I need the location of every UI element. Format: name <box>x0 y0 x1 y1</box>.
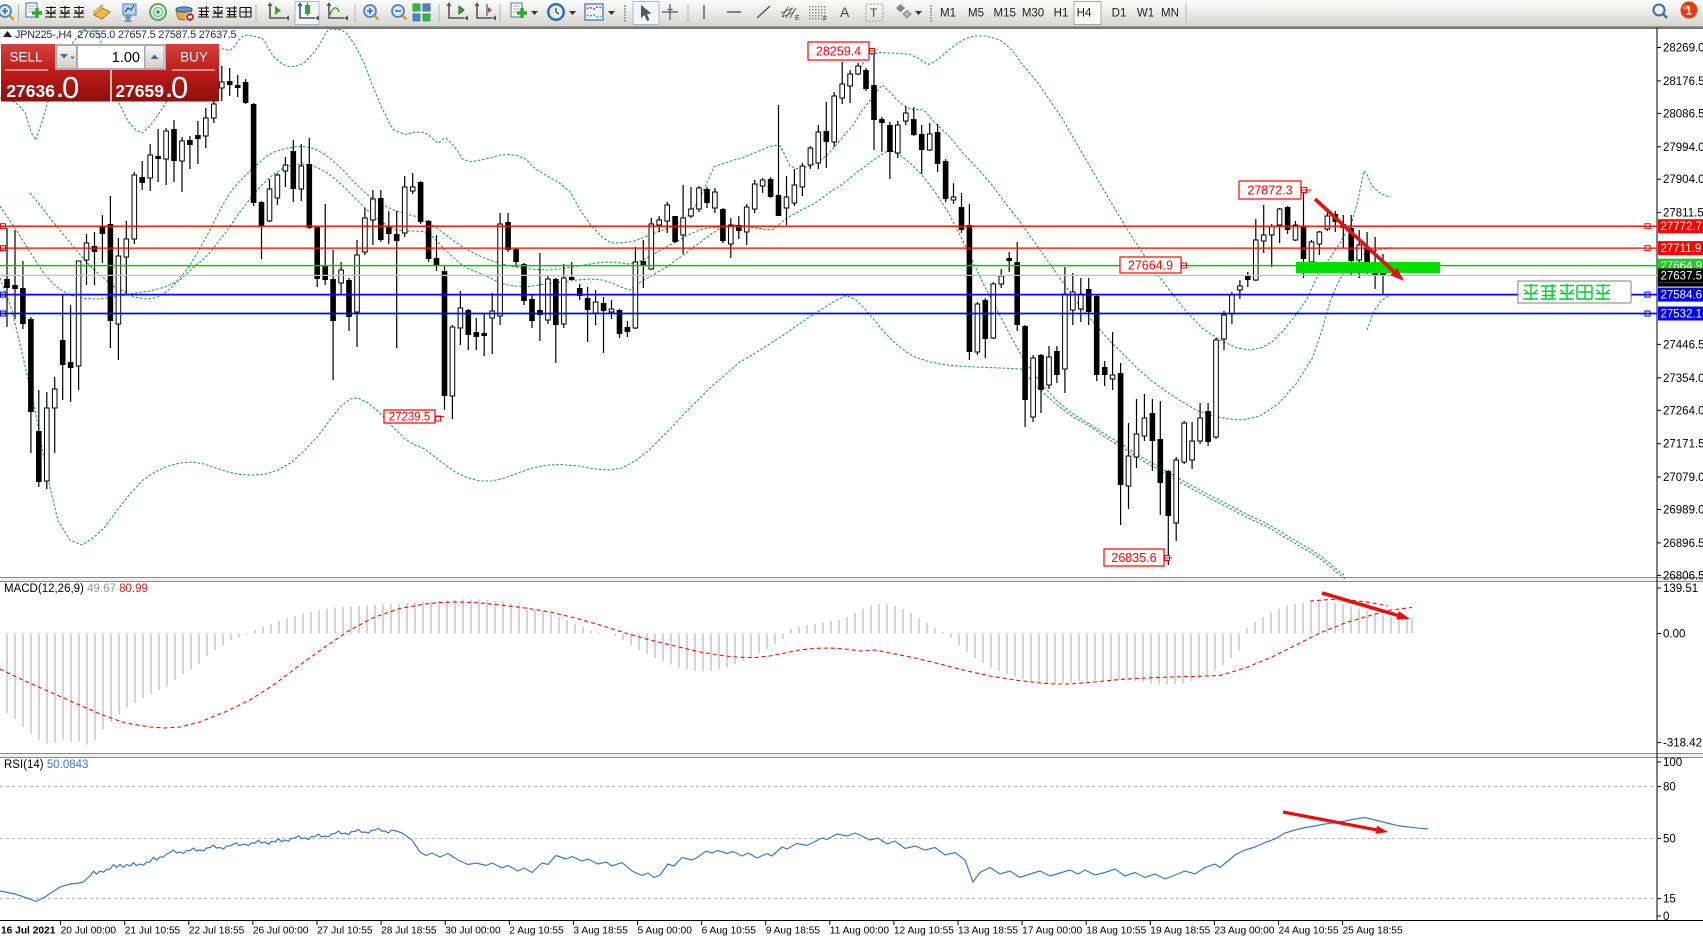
svg-text:2 Aug 10:55: 2 Aug 10:55 <box>509 926 564 937</box>
svg-text:15: 15 <box>1663 894 1676 906</box>
svg-text:80: 80 <box>1663 782 1676 794</box>
svg-text:27354.0: 27354.0 <box>1663 373 1703 385</box>
svg-text:6 Aug 10:55: 6 Aug 10:55 <box>702 926 757 937</box>
svg-text:13 Aug 18:55: 13 Aug 18:55 <box>958 926 1018 937</box>
svg-text:0: 0 <box>171 70 188 105</box>
svg-text:BUY: BUY <box>180 50 208 65</box>
svg-text:0.00: 0.00 <box>1663 629 1685 641</box>
svg-text:MACD(12,26,9) 49.67 80.99: MACD(12,26,9) 49.67 80.99 <box>4 583 148 595</box>
svg-text:11 Aug 00:00: 11 Aug 00:00 <box>830 926 890 937</box>
svg-text:20 Jul 00:00: 20 Jul 00:00 <box>61 926 117 937</box>
svg-text:22 Jul 18:55: 22 Jul 18:55 <box>189 926 245 937</box>
svg-text:27239.5: 27239.5 <box>389 412 431 424</box>
svg-text:1: 1 <box>1686 4 1693 18</box>
svg-text:26 Jul 00:00: 26 Jul 00:00 <box>253 926 309 937</box>
svg-text:28259.4: 28259.4 <box>816 45 861 59</box>
svg-text:25 Aug 18:55: 25 Aug 18:55 <box>1343 926 1403 937</box>
svg-text:3 Aug 18:55: 3 Aug 18:55 <box>573 926 628 937</box>
svg-text:9 Aug 18:55: 9 Aug 18:55 <box>766 926 821 937</box>
svg-text:17 Aug 00:00: 17 Aug 00:00 <box>1022 926 1082 937</box>
svg-text:19 Aug 18:55: 19 Aug 18:55 <box>1150 926 1210 937</box>
svg-text:28176.5: 28176.5 <box>1663 76 1703 88</box>
svg-text:27872.3: 27872.3 <box>1247 184 1292 198</box>
svg-text:16 Jul 2021: 16 Jul 2021 <box>1 926 56 937</box>
svg-text:D1: D1 <box>1112 8 1127 20</box>
svg-text:W1: W1 <box>1137 8 1154 20</box>
svg-text:28086.5: 28086.5 <box>1663 108 1703 120</box>
svg-text:27904.0: 27904.0 <box>1663 174 1703 186</box>
svg-text:-318.42: -318.42 <box>1663 738 1702 750</box>
svg-text:RSI(14) 50.0843: RSI(14) 50.0843 <box>4 759 88 771</box>
svg-text:27532.1: 27532.1 <box>1661 309 1703 321</box>
svg-text:12 Aug 10:55: 12 Aug 10:55 <box>894 926 954 937</box>
svg-text:27 Jul 10:55: 27 Jul 10:55 <box>317 926 373 937</box>
svg-text:.: . <box>57 77 63 102</box>
svg-text:100: 100 <box>1663 757 1682 769</box>
svg-text:JPN225-,H4 27655.0 27657.5 27: JPN225-,H4 27655.0 27657.5 27587.5 27637… <box>15 29 237 41</box>
svg-text:E: E <box>795 15 800 22</box>
svg-text:1.00: 1.00 <box>112 50 140 66</box>
svg-text:27637.5: 27637.5 <box>1661 270 1703 282</box>
svg-text:MN: MN <box>1161 8 1179 20</box>
svg-text:27664.9: 27664.9 <box>1128 259 1173 273</box>
svg-text:M1: M1 <box>940 8 956 20</box>
svg-text:27659: 27659 <box>115 81 164 101</box>
svg-text:F: F <box>823 16 827 23</box>
svg-text:26989.0: 26989.0 <box>1663 505 1703 517</box>
svg-text:23 Aug 00:00: 23 Aug 00:00 <box>1214 926 1274 937</box>
svg-text:26896.5: 26896.5 <box>1663 538 1703 550</box>
svg-text:M15: M15 <box>994 8 1016 20</box>
svg-text:30 Jul 00:00: 30 Jul 00:00 <box>445 926 501 937</box>
svg-text:27636: 27636 <box>6 81 55 101</box>
svg-text:139.51: 139.51 <box>1663 583 1698 595</box>
svg-text:5 Aug 00:00: 5 Aug 00:00 <box>638 926 693 937</box>
svg-text:50: 50 <box>1663 834 1676 846</box>
svg-text:28 Jul 18:55: 28 Jul 18:55 <box>381 926 437 937</box>
svg-text:27772.7: 27772.7 <box>1661 221 1703 233</box>
svg-text:T: T <box>870 6 878 20</box>
svg-text:.: . <box>166 77 172 102</box>
svg-text:M5: M5 <box>968 8 984 20</box>
svg-text:H1: H1 <box>1054 8 1069 20</box>
svg-text:26835.6: 26835.6 <box>1111 551 1156 565</box>
svg-text:21 Jul 10:55: 21 Jul 10:55 <box>125 926 181 937</box>
svg-text:27171.5: 27171.5 <box>1663 439 1703 451</box>
svg-text:26806.5: 26806.5 <box>1663 570 1703 582</box>
svg-text:28269.0: 28269.0 <box>1663 43 1703 55</box>
svg-text:SELL: SELL <box>9 50 43 65</box>
svg-text:H4: H4 <box>1077 8 1092 20</box>
svg-text:18 Aug 10:55: 18 Aug 10:55 <box>1086 926 1146 937</box>
svg-text:27264.0: 27264.0 <box>1663 405 1703 417</box>
svg-text:27079.0: 27079.0 <box>1663 472 1703 484</box>
svg-text:27446.5: 27446.5 <box>1663 339 1703 351</box>
svg-text:24 Aug 10:55: 24 Aug 10:55 <box>1279 926 1339 937</box>
svg-text:27711.9: 27711.9 <box>1661 243 1702 255</box>
svg-text:27584.6: 27584.6 <box>1661 290 1703 302</box>
svg-text:0: 0 <box>62 70 79 105</box>
svg-text:27994.0: 27994.0 <box>1663 142 1703 154</box>
svg-text:A: A <box>840 4 850 20</box>
svg-text:27811.5: 27811.5 <box>1663 208 1703 220</box>
svg-text:M30: M30 <box>1022 8 1044 20</box>
svg-text:0: 0 <box>1663 911 1669 923</box>
